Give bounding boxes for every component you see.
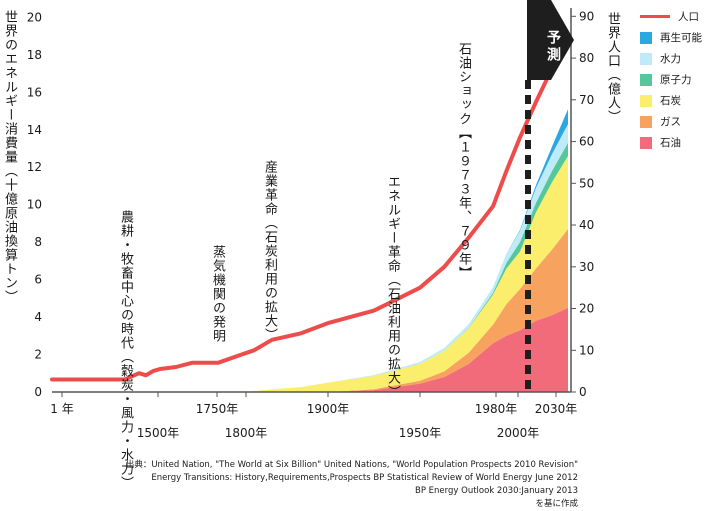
y-right-tick-label: 70 [579,93,594,107]
x-tick-label: 1950年 [399,426,442,440]
y-left-tick-label: 6 [34,273,42,287]
legend-swatch-gas [640,115,652,128]
source-line-2: Energy Transitions: History,Requirements… [151,473,578,483]
chart-axes: 0 2 4 6 8 10 12 14 16 18 20 0 10 20 30 40 50 60 70 80 90 1 年 1… [27,8,594,440]
y-left-tick-label: 20 [27,10,42,24]
legend-item-oil: 石油 [640,132,702,153]
y-axis-right-label: 世界人口（億人） [605,12,620,124]
forecast-label: 予測 [545,30,561,64]
x-tick-label: 2000年 [497,426,540,440]
y-right-tick-label: 50 [579,176,594,190]
legend-label-nuclear: 原子力 [660,74,692,86]
source-note: 出典：United Nation, "The World at Six Bill… [126,459,578,511]
legend-label-hydro: 水力 [660,53,681,65]
annotation-industrial-revolution: 産業革命（石炭利用の拡大） [262,160,277,342]
y-left-tick-label: 2 [34,348,42,362]
legend-label-renewable: 再生可能 [660,32,702,44]
y-left-tick-label: 10 [27,198,42,212]
legend-label-population: 人口 [678,11,699,23]
energy-area-layers [52,109,568,392]
y-left-tick-label: 0 [34,385,42,399]
y-axis-left-label: 世界のエネルギー消費量（十億原油換算トン） [2,10,17,304]
legend-item-nuclear: 原子力 [640,69,702,90]
legend: 人口 再生可能 水力 原子力 石炭 ガス 石油 [640,6,702,153]
legend-swatch-population [640,15,670,18]
y-right-tick-label: 30 [579,260,594,274]
legend-item-hydro: 水力 [640,48,702,69]
legend-swatch-nuclear [640,73,652,86]
x-tick-label: 1750年 [196,402,239,416]
legend-swatch-renewable [640,31,652,44]
legend-swatch-oil [640,136,652,149]
source-line-4: を基に作成 [535,499,578,509]
y-left-tick-label: 16 [27,85,42,99]
annotation-steam-engine: 蒸気機関の発明 [210,245,225,343]
annotation-oil-shock: 石油ショック【１９７３年、７９年】 [456,42,471,280]
legend-item-renewable: 再生可能 [640,27,702,48]
y-left-tick-label: 12 [27,160,42,174]
y-left-tick-label: 8 [34,235,42,249]
x-tick-label: 1800年 [225,426,268,440]
y-right-tick-label: 80 [579,51,594,65]
source-line-1: 出典：United Nation, "The World at Six Bill… [125,460,578,470]
x-tick-label: 1900年 [307,402,350,416]
x-tick-label: 2030年 [535,402,578,416]
y-right-tick-label: 0 [579,385,587,399]
y-right-tick-label: 10 [579,343,594,357]
y-left-tick-label: 4 [34,310,42,324]
y-right-tick-label: 40 [579,218,594,232]
y-right-tick-label: 90 [579,9,594,23]
x-tick-label: 1 年 [50,402,73,416]
legend-swatch-coal [640,94,652,107]
source-line-3: BP Energy Outlook 2030:January 2013 [415,486,578,496]
y-right-tick-label: 60 [579,135,594,149]
annotation-energy-revolution: エネルギー革命（石油利用の拡大） [385,175,400,399]
legend-item-population: 人口 [640,6,702,27]
legend-label-coal: 石炭 [660,95,681,107]
legend-item-gas: ガス [640,111,702,132]
forecast-arrow-banner [527,0,574,80]
legend-label-oil: 石油 [660,137,681,149]
legend-item-coal: 石炭 [640,90,702,111]
y-right-tick-label: 20 [579,302,594,316]
forecast-marker [525,0,574,392]
annotation-agrarian-era: 農耕・牧畜中心の時代（穀炭・風力・水力） [118,210,133,490]
population-line [50,43,570,382]
x-tick-label: 1500年 [137,426,180,440]
legend-label-gas: ガス [660,116,681,128]
y-left-tick-label: 14 [27,123,42,137]
y-left-tick-label: 18 [27,48,42,62]
legend-swatch-hydro [640,52,652,65]
population-line-layer [50,43,570,382]
x-tick-label: 1980年 [475,402,518,416]
area-series-0 [52,307,568,392]
